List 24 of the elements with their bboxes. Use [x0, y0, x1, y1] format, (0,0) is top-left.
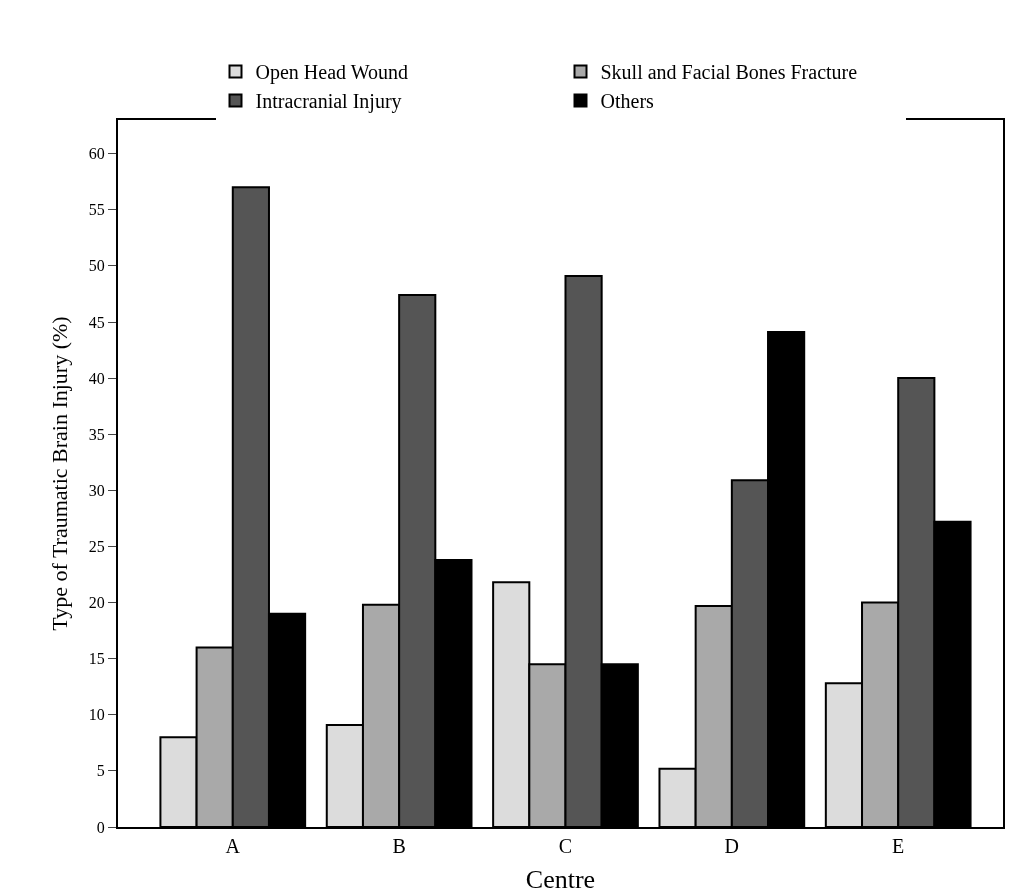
y-tick-label: 30 — [88, 481, 105, 499]
legend-label: Open Head Wound — [255, 61, 408, 85]
x-tick-label: D — [724, 835, 740, 857]
x-tick-label: E — [892, 835, 905, 857]
x-tick-label: C — [558, 835, 573, 857]
y-tick-label: 0 — [96, 818, 105, 836]
legend-label: Intracranial Injury — [255, 90, 402, 114]
y-tick-label: 25 — [88, 538, 105, 556]
y-tick-label: 45 — [88, 313, 105, 331]
y-tick-label: 35 — [88, 425, 105, 443]
y-tick-label: 40 — [88, 369, 105, 387]
y-tick-label: 60 — [88, 145, 105, 163]
y-tick-label: 15 — [88, 650, 105, 668]
x-tick-label: B — [392, 835, 406, 857]
y-tick-label: 10 — [88, 706, 105, 724]
y-axis-title: Type of Traumatic Brain Injury (%) — [47, 316, 73, 631]
legend-label: Skull and Facial Bones Fracture — [600, 61, 858, 84]
legend-label: Others — [600, 90, 655, 113]
y-tick-label: 50 — [88, 257, 105, 275]
y-tick-label: 20 — [88, 594, 105, 612]
y-tick-label: 55 — [88, 201, 105, 219]
x-tick-label: A — [225, 835, 241, 857]
y-tick-label: 5 — [96, 762, 105, 780]
x-axis-title: Centre — [525, 865, 596, 894]
